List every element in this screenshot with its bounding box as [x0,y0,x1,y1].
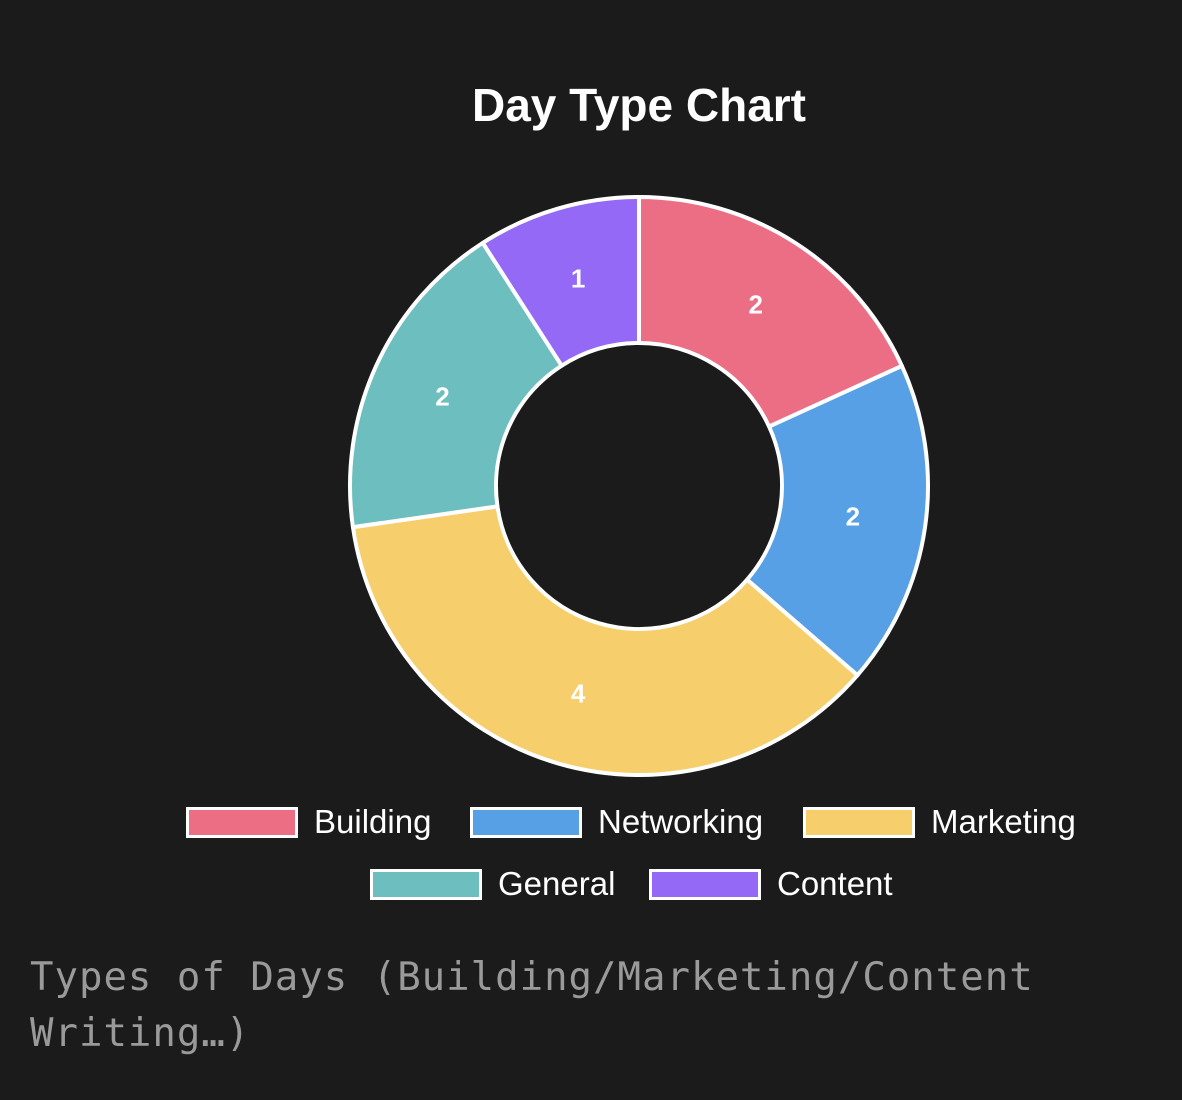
data-label-general: 2 [435,381,449,411]
slice-networking[interactable] [745,363,930,678]
chart-title: Day Type Chart [471,79,807,131]
slice-building[interactable] [637,195,904,429]
data-label-networking: 2 [846,502,860,532]
data-label-building: 2 [749,289,763,319]
data-label-content: 1 [571,264,585,294]
slice-content[interactable] [480,195,641,368]
slice-general[interactable] [348,240,564,530]
data-label-marketing: 4 [571,678,586,708]
slice-marketing[interactable] [350,504,860,777]
figure-caption: Types of Days (Building/Marketing/Conten… [30,955,1034,1056]
